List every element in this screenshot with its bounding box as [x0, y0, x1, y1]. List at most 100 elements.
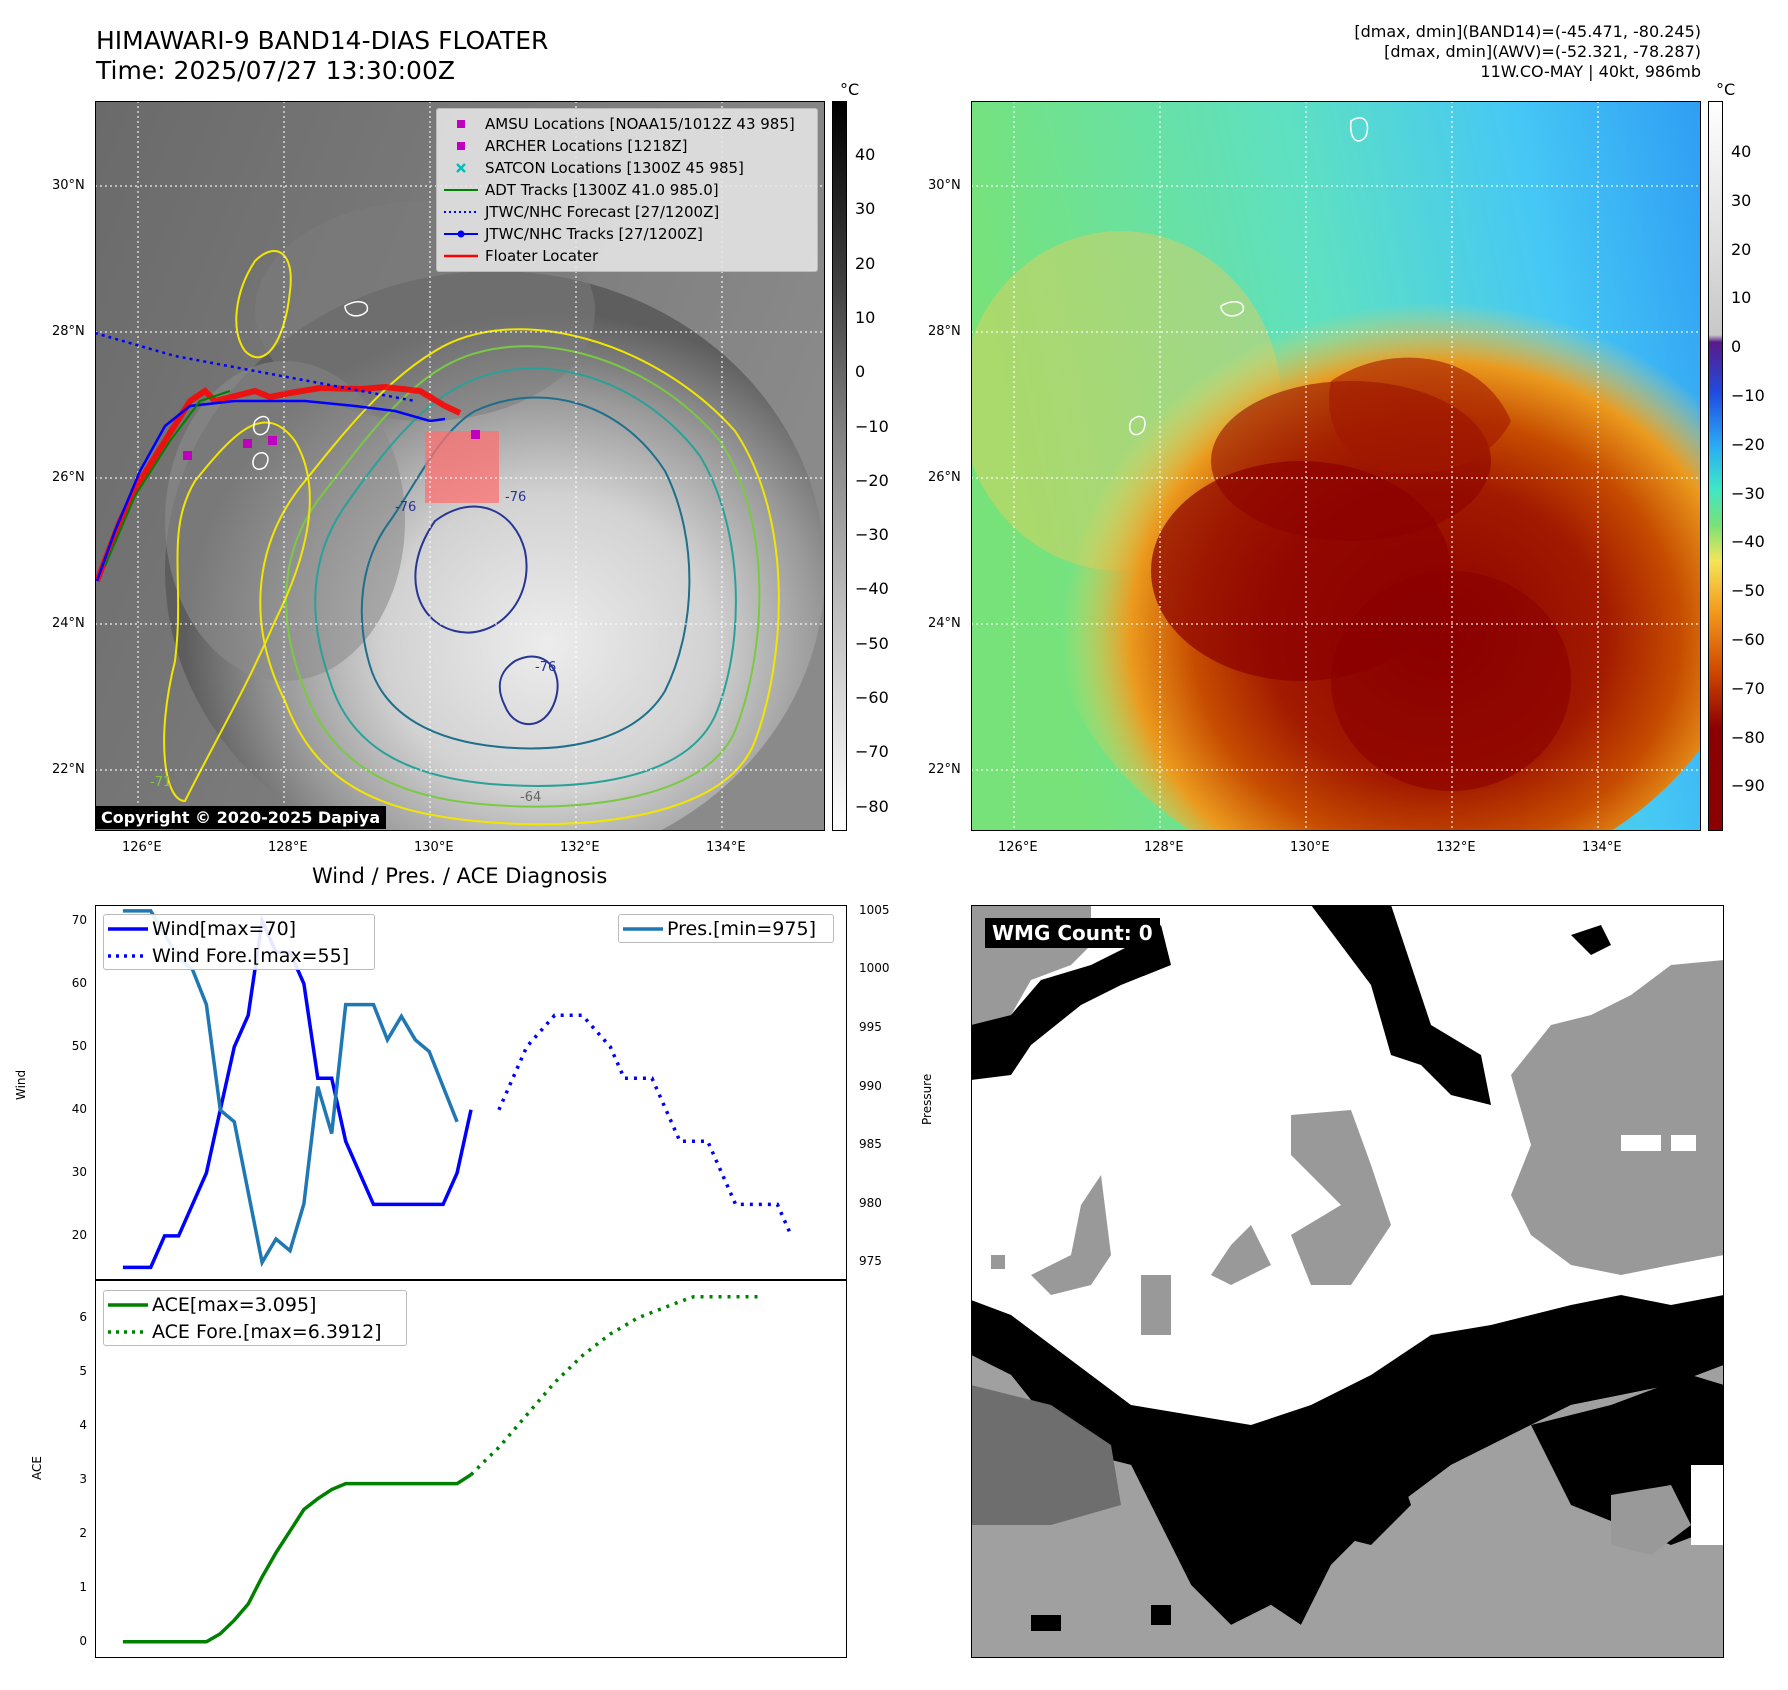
info-line2: [dmax, dmin](AWV)=(-52.321, -78.287)	[1384, 42, 1701, 61]
y-tick-label: 30	[71, 1164, 87, 1179]
colorbar-tick: −10	[855, 416, 889, 436]
wind-axis-label: Wind	[14, 1069, 28, 1100]
lat-label: 30°N	[52, 178, 85, 193]
y-tick-label: 4	[79, 1417, 87, 1432]
colorbar-tick: 40	[1731, 142, 1752, 161]
colorbar-tick: −90	[1731, 776, 1765, 796]
lon-label: 128°E	[1144, 840, 1184, 855]
legend-item-jtwc-forecast: JTWC/NHC Forecast [27/1200Z]	[444, 203, 720, 221]
lat-label: 22°N	[52, 762, 85, 777]
legend-item-archer: ARCHER Locations [1218Z]	[437, 135, 817, 157]
legend-item-pressure: Pres.[min=975]	[623, 917, 816, 940]
info-line3: 11W.CO-MAY | 40kt, 986mb	[1480, 62, 1701, 81]
y-tick-label: 3	[79, 1471, 87, 1486]
colorbar-tick: 0	[855, 362, 866, 382]
colorbar-tick: 10	[855, 307, 876, 327]
legend-item-adt: ADT Tracks [1300Z 41.0 985.0]	[444, 181, 719, 199]
wmg-svg	[970, 904, 1725, 1659]
lat-label: 26°N	[928, 470, 961, 485]
y2-tick-label: 1000	[859, 961, 890, 976]
series-line-0	[122, 1473, 472, 1644]
colorbar-tick: 40	[855, 145, 876, 164]
legend-item-wind-forecast: Wind Fore.[max=55]	[108, 944, 350, 967]
ir-color-map-svg	[961, 100, 1761, 891]
y-tick-label: 6	[79, 1309, 87, 1324]
pressure-legend: Pres.[min=975]	[618, 914, 834, 943]
colorbar-tick: −20	[1731, 434, 1765, 454]
colorbar-tick: −40	[1731, 532, 1765, 552]
contour-label: -76	[535, 660, 556, 675]
lon-label: 130°E	[414, 840, 454, 855]
lon-label: 132°E	[1436, 840, 1476, 855]
lon-label: 126°E	[998, 840, 1038, 855]
colorbar-tick: −80	[1731, 727, 1765, 747]
colorbar-tick: −10	[1731, 386, 1765, 405]
colorbar-unit: °C	[840, 80, 860, 99]
grayscale-colorbar	[832, 101, 847, 831]
y2-tick-label: 975	[859, 1254, 882, 1269]
y-tick-label: 2	[79, 1525, 87, 1540]
legend-item-floater: Floater Locater	[444, 247, 599, 265]
lat-label: 26°N	[52, 470, 85, 485]
lon-label: 132°E	[560, 840, 600, 855]
wmg-count-label: WMG Count: 0	[985, 918, 1160, 948]
y2-tick-label: 1005	[859, 902, 890, 917]
map-legend: AMSU Locations [NOAA15/1012Z 43 985] ARC…	[436, 108, 818, 272]
lon-label: 126°E	[122, 840, 162, 855]
lon-label: 134°E	[1582, 840, 1622, 855]
lat-label: 24°N	[928, 616, 961, 631]
y-tick-label: 1	[79, 1579, 87, 1594]
colorbar-tick: −20	[855, 470, 889, 490]
pressure-axis-label: Pressure	[920, 1073, 934, 1125]
legend-item-ace-forecast: ACE Fore.[max=6.3912]	[108, 1320, 382, 1343]
contour-label: -71	[150, 775, 171, 790]
colorbar-tick: −80	[855, 796, 889, 816]
y-tick-label: 60	[71, 975, 87, 990]
y-tick-label: 20	[71, 1227, 87, 1242]
lon-label: 128°E	[268, 840, 308, 855]
legend-item-wind: Wind[max=70]	[108, 917, 297, 940]
lat-label: 30°N	[928, 178, 961, 193]
y-tick-label: 50	[71, 1038, 87, 1053]
ace-legend: ACE[max=3.095] ACE Fore.[max=6.3912]	[103, 1290, 407, 1346]
y2-tick-label: 995	[859, 1020, 882, 1035]
y-tick-label: 5	[79, 1363, 87, 1378]
info-line1: [dmax, dmin](BAND14)=(-45.471, -80.245)	[1354, 22, 1701, 41]
legend-item-jtwc-tracks: JTWC/NHC Tracks [27/1200Z]	[437, 223, 817, 245]
colorbar-tick: −50	[1731, 581, 1765, 601]
lat-label: 24°N	[52, 616, 85, 631]
ir-color-map	[961, 100, 1761, 891]
colorbar-unit: °C	[1716, 80, 1736, 99]
legend-item-satcon: SATCON Locations [1300Z 45 985]	[437, 157, 817, 179]
colorbar-tick: −60	[855, 688, 889, 707]
figure-title-line1: HIMAWARI-9 BAND14-DIAS FLOATER	[96, 26, 549, 55]
y-tick-label: 40	[71, 1101, 87, 1116]
colorbar-tick: −60	[1731, 630, 1765, 649]
colorbar-tick: 30	[1731, 190, 1752, 210]
contour-label: -76	[505, 490, 526, 505]
ace-axis-label: ACE	[30, 1456, 44, 1480]
colorbar-tick: 0	[1731, 337, 1742, 357]
legend-item-amsu: AMSU Locations [NOAA15/1012Z 43 985]	[437, 113, 817, 135]
figure-title-line2: Time: 2025/07/27 13:30:00Z	[96, 56, 455, 85]
y2-tick-label: 985	[859, 1137, 882, 1152]
colorbar-tick: −30	[855, 525, 889, 545]
colorbar-tick: 20	[1731, 239, 1752, 259]
colorbar-tick: −50	[855, 633, 889, 653]
wind-legend: Wind[max=70] Wind Fore.[max=55]	[103, 914, 375, 970]
colorbar-tick: −70	[1731, 678, 1765, 698]
colorbar-tick: −70	[855, 742, 889, 762]
y2-tick-label: 980	[859, 1195, 882, 1210]
legend-item-ace: ACE[max=3.095]	[108, 1293, 317, 1316]
y-tick-label: 0	[79, 1633, 87, 1648]
y2-tick-label: 990	[859, 1078, 882, 1093]
lat-label: 22°N	[928, 762, 961, 777]
colorbar-tick: 10	[1731, 288, 1752, 308]
chart-title: Wind / Pres. / ACE Diagnosis	[312, 864, 608, 888]
y-tick-label: 70	[71, 912, 87, 927]
colorbar-tick: −30	[1731, 483, 1765, 503]
lon-label: 130°E	[1290, 840, 1330, 855]
colorbar-tick: 20	[855, 253, 876, 273]
copyright-label: Copyright © 2020-2025 Dapiya	[95, 806, 387, 829]
contour-label: -64	[520, 790, 541, 805]
